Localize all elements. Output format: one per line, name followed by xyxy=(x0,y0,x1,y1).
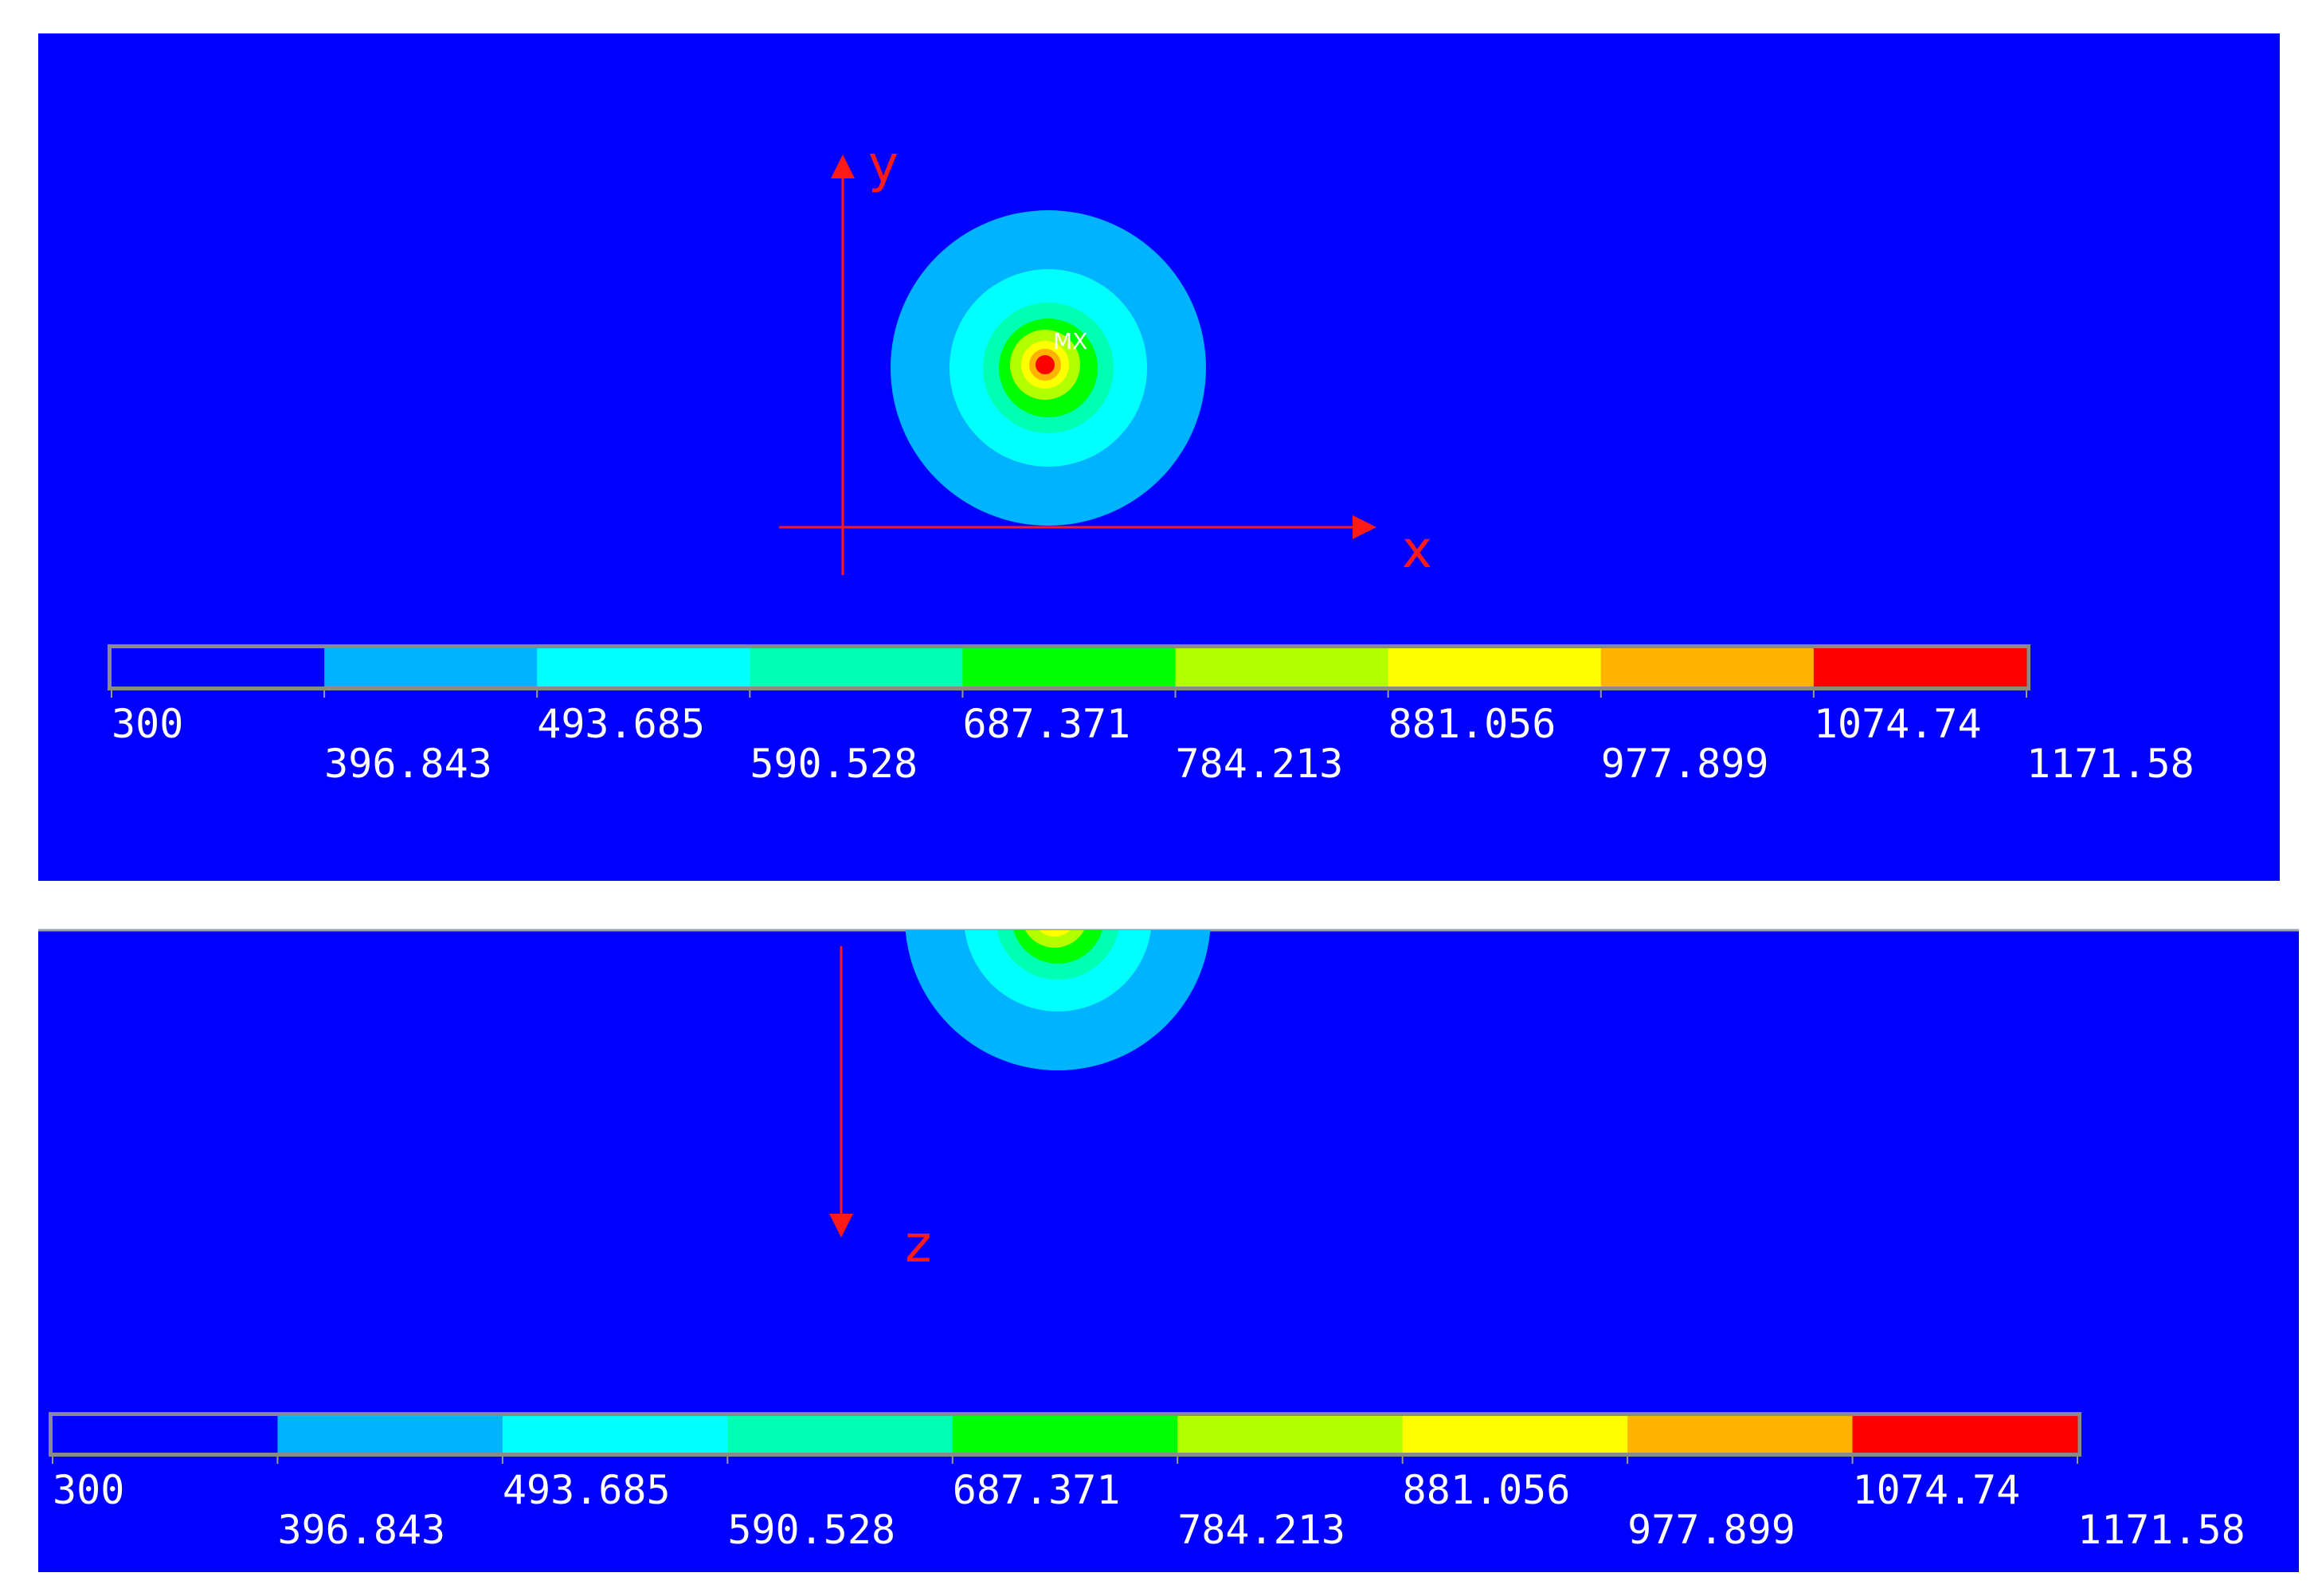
temperature-contour-top xyxy=(891,210,1206,526)
legend-top-swatch xyxy=(324,648,538,687)
legend-top-swatch xyxy=(962,648,1177,687)
legend-top-swatch xyxy=(1388,648,1602,687)
legend-top-tick-label: 881.056 xyxy=(1388,701,1556,747)
contour-section-band xyxy=(1013,930,1102,964)
contour-top-band xyxy=(1036,355,1055,374)
legend-top-swatch xyxy=(112,648,325,687)
legend-bottom-swatch xyxy=(1852,1416,2078,1453)
legend-bottom-swatch xyxy=(53,1416,278,1453)
legend-top-swatch xyxy=(1600,648,1815,687)
legend-bottom-tick-label: 1171.58 xyxy=(2077,1507,2246,1553)
legend-top-tick-label: 1171.58 xyxy=(2026,741,2195,787)
section-view-background xyxy=(38,930,2299,1572)
section-view-panel: z 300 396.843 493.685 590.528 687.371 784.213… xyxy=(38,900,2299,1572)
legend-bottom-tick-label: 493.685 xyxy=(503,1467,671,1513)
legend-bottom-swatch xyxy=(277,1416,503,1453)
legend-top-tick-label: 784.213 xyxy=(1176,741,1344,787)
legend-bottom-swatch xyxy=(502,1416,728,1453)
legend-bottom-tick-label: 300 xyxy=(53,1467,124,1513)
legend-bottom-swatch xyxy=(1402,1416,1628,1453)
legend-top-swatch xyxy=(1813,648,2027,687)
legend-bottom-tick-label: 784.213 xyxy=(1177,1507,1345,1553)
x-axis-label: x xyxy=(1402,521,1432,580)
color-legend-bottom: 300 396.843 493.685 590.528 687.371 784.213 88… xyxy=(49,1412,2246,1553)
y-axis-label: y xyxy=(868,135,899,194)
legend-bottom-swatch xyxy=(1177,1416,1404,1453)
legend-top-tick-label: 687.371 xyxy=(962,701,1130,747)
legend-top-tick-label: 590.528 xyxy=(750,741,918,787)
legend-bottom-tick-label: 396.843 xyxy=(277,1507,445,1553)
legend-top-swatch xyxy=(750,648,963,687)
legend-bottom-tick-label: 687.371 xyxy=(953,1467,1121,1513)
contour-section-band xyxy=(1039,930,1071,937)
legend-top-tick-label: 300 xyxy=(112,701,183,747)
legend-top-swatch xyxy=(1175,648,1389,687)
contour-section-band xyxy=(1025,930,1084,948)
z-axis-label: z xyxy=(905,1215,932,1274)
legend-bottom-tick-label: 977.899 xyxy=(1627,1507,1795,1553)
contour-section-band xyxy=(1047,906,1063,922)
legend-top-swatch xyxy=(537,648,750,687)
legend-top-tick-label: 493.685 xyxy=(537,701,705,747)
top-view-panel: MX y x 300 396.843 493.685 590.528 687.371 78… xyxy=(38,33,2280,881)
legend-bottom-swatch xyxy=(952,1416,1178,1453)
legend-bottom-tick-label: 881.056 xyxy=(1403,1467,1571,1513)
legend-bottom-swatch xyxy=(727,1416,953,1453)
temperature-contour-section xyxy=(905,900,1211,1070)
legend-bottom-swatch xyxy=(1627,1416,1854,1453)
color-legend-top: 300 396.843 493.685 590.528 687.371 784.213 88… xyxy=(108,644,2195,787)
legend-top-tick-label: 396.843 xyxy=(324,741,492,787)
legend-bottom-tick-label: 1074.74 xyxy=(1853,1467,2021,1513)
legend-top-tick-label: 1074.74 xyxy=(1814,701,1982,747)
legend-top-tick-label: 977.899 xyxy=(1601,741,1769,787)
max-marker-label: MX xyxy=(1053,328,1087,354)
contour-section-band xyxy=(1040,900,1069,929)
legend-bottom-tick-label: 590.528 xyxy=(727,1507,895,1553)
